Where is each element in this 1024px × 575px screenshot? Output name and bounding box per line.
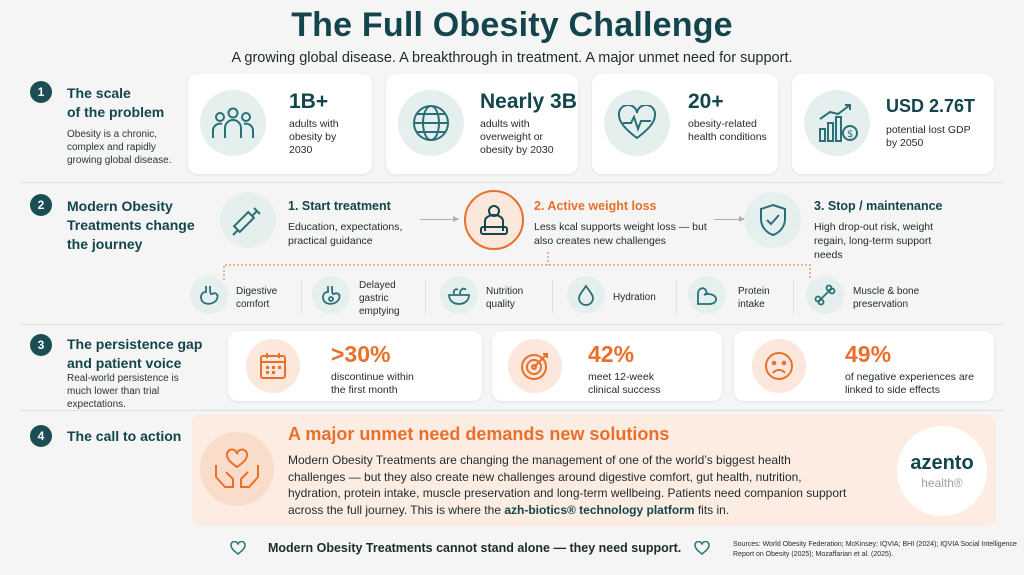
chart-money-icon: $ (804, 90, 870, 156)
stat-value: Nearly 3B (480, 90, 577, 113)
logo-sub: health® (921, 476, 963, 490)
step-title: 2. Active weight loss (534, 199, 657, 213)
cta-title: A major unmet need demands new solutions (288, 424, 670, 444)
muscle-icon (688, 276, 726, 314)
syringe-icon (220, 192, 276, 248)
section-number-2: 2 (30, 194, 52, 216)
section-title-2: Modern Obesity Treatments change the jou… (67, 198, 195, 252)
person-scale-icon (464, 190, 524, 250)
stat-label: adults with obesity by 2030 (289, 118, 339, 156)
stat-label: discontinue within the first month (331, 371, 414, 396)
stat-value: 49% (845, 341, 892, 367)
stat-label: obesity-related health conditions (688, 118, 767, 143)
heart-outline-icon (694, 541, 710, 555)
stat-label: adults with overweight or obesity by 203… (480, 118, 554, 156)
heart-hands-icon (200, 432, 274, 506)
stat-value: 1B+ (289, 90, 329, 113)
section-title-1-line2: of the problem (67, 104, 165, 120)
step-desc: High drop-out risk, weight regain, long-… (814, 221, 934, 261)
section-number-1: 1 (30, 81, 52, 103)
svg-text:$: $ (847, 129, 853, 140)
stat-label: meet 12-week clinical success (588, 371, 661, 396)
stat-label: of negative experiences are linked to si… (845, 371, 974, 396)
heart-outline-icon (230, 541, 246, 555)
stat-value: >30% (331, 341, 391, 367)
section-title-1-line1: The scale (67, 85, 131, 101)
target-icon (508, 339, 562, 393)
section-title-3: The persistence gap and patient voice (67, 336, 203, 371)
arrow-right-icon (420, 216, 459, 222)
step-desc: Education, expectations, practical guida… (288, 221, 403, 247)
challenge-label: Hydration (613, 292, 656, 303)
page-subtitle: A growing global disease. A breakthrough… (231, 50, 793, 66)
divider (552, 280, 553, 314)
divider (20, 410, 1004, 411)
divider (20, 182, 1004, 183)
stat-value: USD 2.76T (886, 96, 976, 116)
stat-value: 20+ (688, 90, 724, 113)
shield-check-icon (745, 192, 801, 248)
sources-note: Sources: World Obesity Federation; McKin… (733, 541, 1017, 558)
divider (793, 280, 794, 314)
section-desc-1: Obesity is a chronic, complex and rapidl… (67, 129, 172, 166)
stomach-icon (190, 276, 228, 314)
challenge-label: Delayed gastric emptying (359, 280, 400, 317)
water-drop-icon (567, 276, 605, 314)
divider (425, 280, 426, 314)
salad-bowl-icon (440, 276, 478, 314)
section-title-4: The call to action (67, 428, 182, 444)
challenge-label: Muscle & bone preservation (853, 286, 920, 310)
section-desc-3: Real-world persistence is much lower tha… (67, 373, 179, 410)
step-desc: Less kcal supports weight loss — but als… (534, 221, 707, 247)
page-title: The Full Obesity Challenge (291, 6, 733, 44)
sad-face-icon (752, 339, 806, 393)
logo-badge (897, 426, 987, 516)
challenge-label: Digestive comfort (236, 286, 278, 310)
challenge-label: Nutrition quality (486, 286, 524, 310)
logo-name: azento (910, 452, 974, 474)
cta-body: Modern Obesity Treatments are changing t… (288, 452, 848, 518)
challenge-label: Protein intake (738, 286, 770, 310)
people-group-icon (200, 90, 266, 156)
cta-body-end: fits in. (694, 502, 730, 517)
cta-panel (192, 414, 996, 526)
globe-icon (398, 90, 464, 156)
stat-value: 42% (588, 341, 635, 367)
section-number-4: 4 (30, 425, 52, 447)
cta-body-text: Modern Obesity Treatments are changing t… (288, 453, 847, 517)
divider (676, 280, 677, 314)
bone-icon (806, 276, 844, 314)
heart-pulse-icon (604, 90, 670, 156)
section-number-3: 3 (30, 334, 52, 356)
platform-highlight: azh-biotics® technology platform (504, 502, 695, 517)
stat-label: potential lost GDP by 2050 (886, 124, 971, 149)
stomach-slow-icon (312, 276, 350, 314)
arrow-right-icon (714, 216, 745, 222)
divider (301, 280, 302, 314)
divider (20, 324, 1004, 325)
step-title: 1. Start treatment (288, 199, 391, 213)
step-title: 3. Stop / maintenance (814, 199, 943, 213)
section-title-1: The scale of the problem (67, 84, 164, 122)
footer-tagline: Modern Obesity Treatments cannot stand a… (268, 541, 682, 555)
calendar-icon (246, 339, 300, 393)
